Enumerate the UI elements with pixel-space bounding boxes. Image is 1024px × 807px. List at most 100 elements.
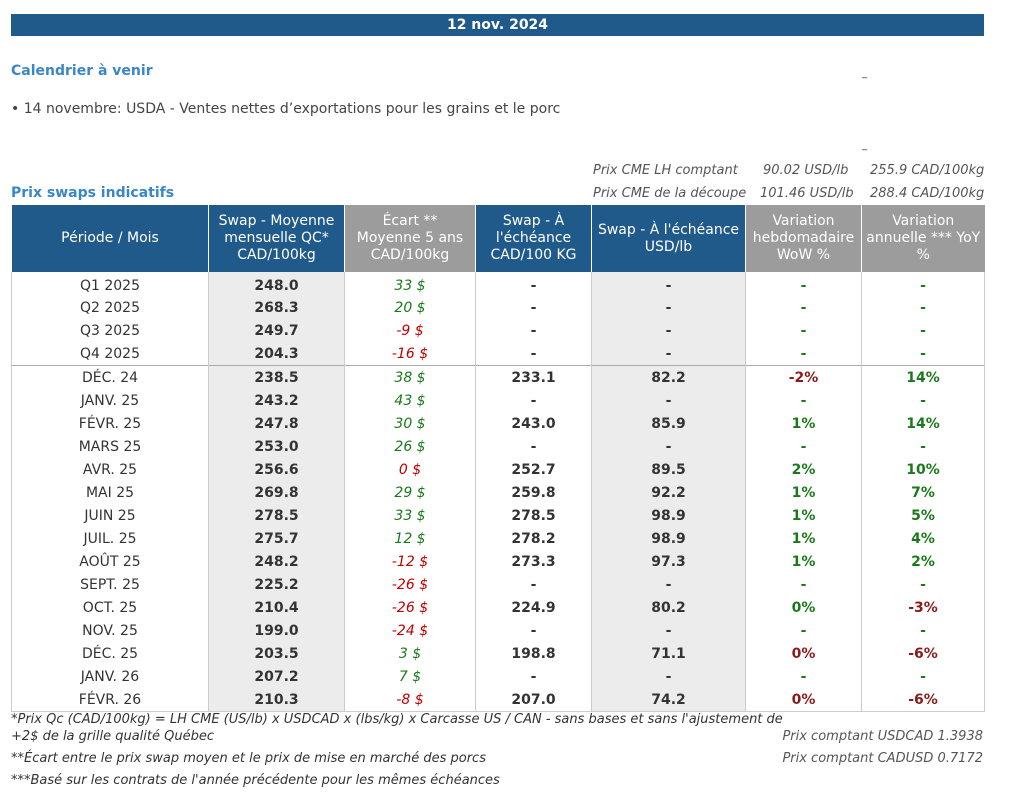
ecart-cell: 7 $ [344, 665, 476, 688]
period-cell: AOÛT 25 [11, 550, 209, 573]
ecart-cell: 38 $ [344, 365, 476, 389]
period-cell: MAI 25 [11, 481, 209, 504]
wow-cell: 1% [745, 481, 862, 504]
swap-monthly-cell: 256.6 [208, 458, 345, 481]
table-row: FÉVR. 26 210.3 -8 $207.0 74.2 0% -6% [11, 688, 985, 712]
swap-usd-cell: 74.2 [591, 688, 746, 712]
swap-usd-cell: 92.2 [591, 481, 746, 504]
period-cell: Q1 2025 [11, 272, 209, 296]
table-row: FÉVR. 25 247.8 30 $243.0 85.9 1% 14% [11, 412, 985, 435]
cme-lh-label: Prix CME LH comptant [593, 163, 738, 178]
swap-usd-cell: 82.2 [591, 365, 746, 389]
swap-usd-cell: - [591, 389, 746, 412]
table-row: JUIL. 25 275.7 12 $278.2 98.9 1% 4% [11, 527, 985, 550]
ecart-cell: -24 $ [344, 619, 476, 642]
swap-usd-cell: 71.1 [591, 642, 746, 665]
cme-cut-cad: 288.4 CAD/100kg [870, 186, 985, 201]
header-swap-usd: Swap - À l'échéance USD/lb [591, 205, 746, 272]
ecart-cell: 3 $ [344, 642, 476, 665]
footnote-2: **Écart entre le prix swap moyen et le p… [11, 751, 486, 766]
table-row: NOV. 25 199.0 -24 $ - - - - [11, 619, 985, 642]
swap-usd-cell: - [591, 619, 746, 642]
swap-usd-cell: - [591, 665, 746, 688]
table-row: DÉC. 25 203.5 3 $198.8 71.1 0% -6% [11, 642, 985, 665]
yoy-cell: 14% [861, 412, 985, 435]
table-row: SEPT. 25 225.2 -26 $ - - - - [11, 573, 985, 596]
swap-monthly-cell: 204.3 [208, 342, 345, 366]
ecart-cell: 26 $ [344, 435, 476, 458]
header-yoy: Variation annuelle *** YoY % [861, 205, 985, 272]
swap-usd-cell: - [591, 573, 746, 596]
swap-usd-cell: 98.9 [591, 504, 746, 527]
swap-cad-cell: 252.7 [475, 458, 592, 481]
yoy-cell: 7% [861, 481, 985, 504]
swap-cad-cell: - [475, 435, 592, 458]
table-row: AOÛT 25 248.2 -12 $273.3 97.3 1% 2% [11, 550, 985, 573]
table-row: MARS 25 253.0 26 $ - - - - [11, 435, 985, 458]
swap-cad-cell: - [475, 296, 592, 319]
swap-usd-cell: - [591, 435, 746, 458]
wow-cell: 1% [745, 527, 862, 550]
swap-usd-cell: 80.2 [591, 596, 746, 619]
table-row: DÉC. 24 238.5 38 $233.1 82.2 -2% 14% [11, 365, 985, 389]
period-cell: Q2 2025 [11, 296, 209, 319]
ecart-cell: -12 $ [344, 550, 476, 573]
cme-lh-usd: 90.02 USD/lb [763, 163, 849, 178]
ecart-cell: 43 $ [344, 389, 476, 412]
yoy-cell: -6% [861, 688, 985, 712]
period-cell: FÉVR. 25 [11, 412, 209, 435]
ecart-cell: -9 $ [344, 319, 476, 342]
wow-cell: 0% [745, 642, 862, 665]
wow-cell: - [745, 435, 862, 458]
wow-cell: - [745, 619, 862, 642]
yoy-cell: 14% [861, 365, 985, 389]
swap-monthly-cell: 269.8 [208, 481, 345, 504]
swap-cad-cell: - [475, 573, 592, 596]
footnote-1b: +2$ de la grille qualité Québec [11, 729, 214, 744]
swap-usd-cell: - [591, 342, 746, 366]
wow-cell: - [745, 272, 862, 296]
yoy-cell: -6% [861, 642, 985, 665]
cme-cut-usd: 101.46 USD/lb [760, 186, 854, 201]
period-cell: DÉC. 25 [11, 642, 209, 665]
wow-cell: 1% [745, 504, 862, 527]
swap-cad-cell: - [475, 389, 592, 412]
swap-monthly-cell: 249.7 [208, 319, 345, 342]
swap-usd-cell: - [591, 319, 746, 342]
wow-cell: - [745, 665, 862, 688]
ecart-cell: -8 $ [344, 688, 476, 712]
footnote-3: ***Basé sur les contrats de l'année préc… [11, 773, 500, 788]
swap-monthly-cell: 243.2 [208, 389, 345, 412]
dash-mark: _ [862, 140, 867, 151]
ecart-cell: 33 $ [344, 272, 476, 296]
yoy-cell: 5% [861, 504, 985, 527]
ecart-cell: -26 $ [344, 573, 476, 596]
wow-cell: - [745, 342, 862, 366]
period-cell: Q4 2025 [11, 342, 209, 366]
table-row: Q3 2025 249.7 -9 $ - - - - [11, 319, 985, 342]
period-cell: SEPT. 25 [11, 573, 209, 596]
swap-monthly-cell: 275.7 [208, 527, 345, 550]
period-cell: JANV. 25 [11, 389, 209, 412]
ecart-cell: -16 $ [344, 342, 476, 366]
swap-cad-cell: 233.1 [475, 365, 592, 389]
header-wow: Variation hebdomadaire WoW % [745, 205, 862, 272]
swap-monthly-cell: 247.8 [208, 412, 345, 435]
yoy-cell: - [861, 573, 985, 596]
ecart-cell: 12 $ [344, 527, 476, 550]
cme-lh-cad: 255.9 CAD/100kg [870, 163, 985, 178]
wow-cell: 2% [745, 458, 862, 481]
period-cell: OCT. 25 [11, 596, 209, 619]
yoy-cell: - [861, 319, 985, 342]
swap-cad-cell: 224.9 [475, 596, 592, 619]
cme-cut-label: Prix CME de la découpe [593, 186, 747, 201]
yoy-cell: 2% [861, 550, 985, 573]
swap-monthly-cell: 268.3 [208, 296, 345, 319]
swap-cad-cell: 198.8 [475, 642, 592, 665]
swap-cad-cell: 273.3 [475, 550, 592, 573]
wow-cell: 0% [745, 688, 862, 712]
period-cell: JUIN 25 [11, 504, 209, 527]
swap-monthly-cell: 207.2 [208, 665, 345, 688]
swap-monthly-cell: 278.5 [208, 504, 345, 527]
header-ecart: Écart ** Moyenne 5 ans CAD/100kg [344, 205, 476, 272]
